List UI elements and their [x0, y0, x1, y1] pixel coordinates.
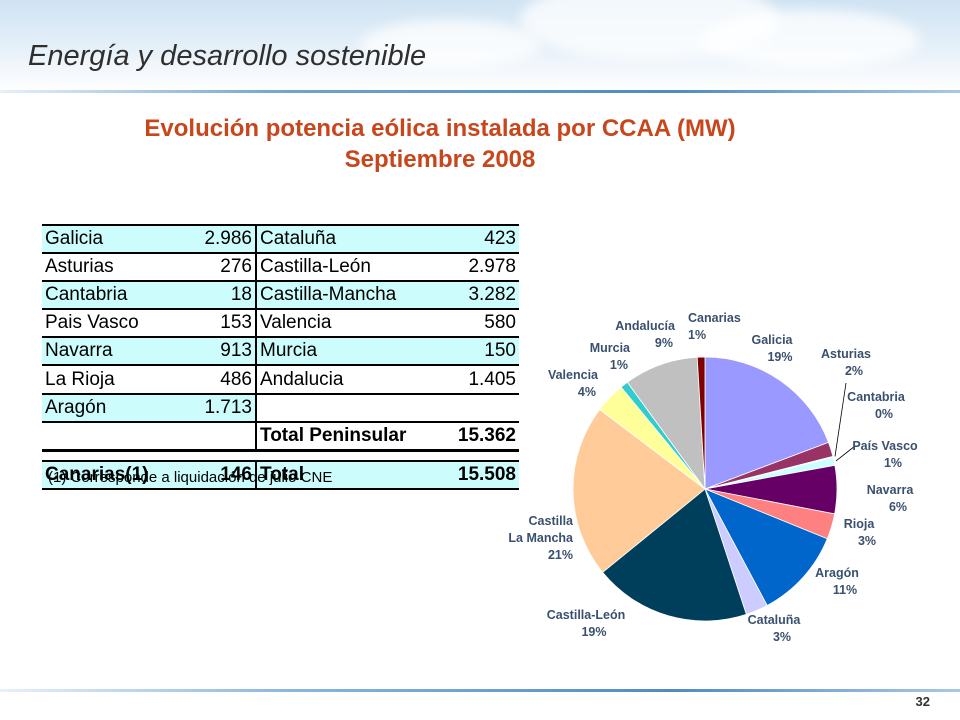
region-value: 580 — [437, 310, 519, 339]
region-value: 18 — [182, 282, 257, 311]
leader-line — [834, 382, 847, 457]
pie-label: Castilla-León 19% — [547, 608, 626, 639]
table-footnote: (1) Corresponde a liquidación de julio C… — [48, 469, 333, 486]
pie-slice-castilla-la-mancha — [572, 408, 706, 573]
table-row-peninsular: Total Peninsular 15.362 — [42, 422, 519, 452]
region-name: Asturias — [42, 254, 182, 283]
region-name: Galicia — [42, 224, 182, 255]
table-row: Asturias 276 Castilla-León 2.978 — [42, 254, 519, 283]
pie-label: Castilla La Mancha 21% — [508, 514, 574, 562]
region-name: Canarias(1) — [42, 459, 182, 490]
pie-slice-galicia — [704, 356, 830, 490]
pie-label: Cantabria 0% — [847, 390, 906, 421]
header-sky-background — [0, 0, 960, 92]
region-value: 423 — [437, 224, 519, 255]
table-row: Navarra 913 Murcia 150 — [42, 338, 519, 367]
empty-cell — [257, 394, 437, 423]
region-value: 2.978 — [437, 254, 519, 283]
cloud-decoration — [700, 10, 920, 70]
pie-slice-arag-n — [704, 488, 828, 607]
pie-label: Cataluña 3% — [748, 613, 802, 644]
table-row-total: Canarias(1) 146 Total 15.508 — [42, 459, 519, 490]
table-spacer — [42, 451, 519, 460]
region-name: Pais Vasco — [42, 310, 182, 339]
pie-label: Navarra 6% — [867, 483, 915, 514]
region-name: Navarra — [42, 338, 182, 367]
pie-label: Canarias 1% — [688, 311, 741, 342]
total-peninsular-value: 15.362 — [437, 423, 519, 452]
capacity-table: Galicia 2.986 Cataluña 423 Asturias 276 … — [42, 224, 519, 490]
empty-cell — [437, 394, 519, 423]
leader-line — [835, 445, 856, 462]
slide-title: Evolución potencia eólica instalada por … — [0, 113, 880, 175]
cloud-decoration — [360, 20, 540, 70]
region-name: Castilla-Mancha — [257, 282, 437, 311]
pie-slice-canarias — [696, 356, 706, 490]
slide-title-line1: Evolución potencia eólica instalada por … — [144, 115, 736, 142]
empty-cell — [42, 423, 182, 452]
region-value: 2.986 — [182, 224, 257, 255]
region-name: Castilla-León — [257, 254, 437, 283]
region-value: 913 — [182, 338, 257, 367]
total-value: 15.508 — [437, 459, 519, 490]
region-value: 3.282 — [437, 282, 519, 311]
pie-label: Asturias 2% — [821, 347, 871, 378]
table-row: Pais Vasco 153 Valencia 580 — [42, 310, 519, 339]
region-name: Cataluña — [257, 224, 437, 255]
region-value: 486 — [182, 366, 257, 395]
region-value: 1.713 — [182, 394, 257, 423]
table-row: Galicia 2.986 Cataluña 423 — [42, 224, 519, 255]
region-value: 1.405 — [437, 366, 519, 395]
total-label: Total — [257, 459, 437, 490]
region-value: 150 — [437, 338, 519, 367]
pie-label: Galicia 19% — [752, 333, 794, 364]
header-rule — [0, 90, 960, 93]
region-name: Aragón — [42, 394, 182, 423]
region-name: Andalucia — [257, 366, 437, 395]
pie-slice-castilla-le-n — [602, 488, 747, 622]
region-name: Cantabria — [42, 282, 182, 311]
pie-label: Rioja 3% — [844, 517, 876, 548]
region-name: La Rioja — [42, 366, 182, 395]
pie-label: Aragón 11% — [815, 566, 859, 597]
slide-title-line2: Septiembre 2008 — [344, 146, 536, 173]
table-row: Aragón 1.713 — [42, 394, 519, 423]
empty-cell — [182, 422, 257, 452]
pie-chart: Galicia 19% Asturias 2% Cantabria 0% País Vasc… — [508, 311, 918, 644]
table-row: Cantabria 18 Castilla-Mancha 3.282 — [42, 282, 519, 311]
pie-label: País Vasco 1% — [852, 439, 918, 470]
pie-label: Murcia 1% — [590, 341, 631, 372]
footer-rule — [0, 689, 960, 692]
region-value: 276 — [182, 254, 257, 283]
pie-label: Valencia 4% — [548, 368, 599, 399]
region-name: Valencia — [257, 310, 437, 339]
region-value: 146 — [182, 459, 257, 490]
region-name: Murcia — [257, 338, 437, 367]
pie-label: Andalucía 9% — [615, 319, 676, 350]
page-number: 32 — [915, 694, 930, 709]
table-row: La Rioja 486 Andalucia 1.405 — [42, 366, 519, 395]
total-peninsular-label: Total Peninsular — [257, 423, 437, 452]
header-title: Energía y desarrollo sostenible — [28, 40, 427, 72]
region-value: 153 — [182, 310, 257, 339]
